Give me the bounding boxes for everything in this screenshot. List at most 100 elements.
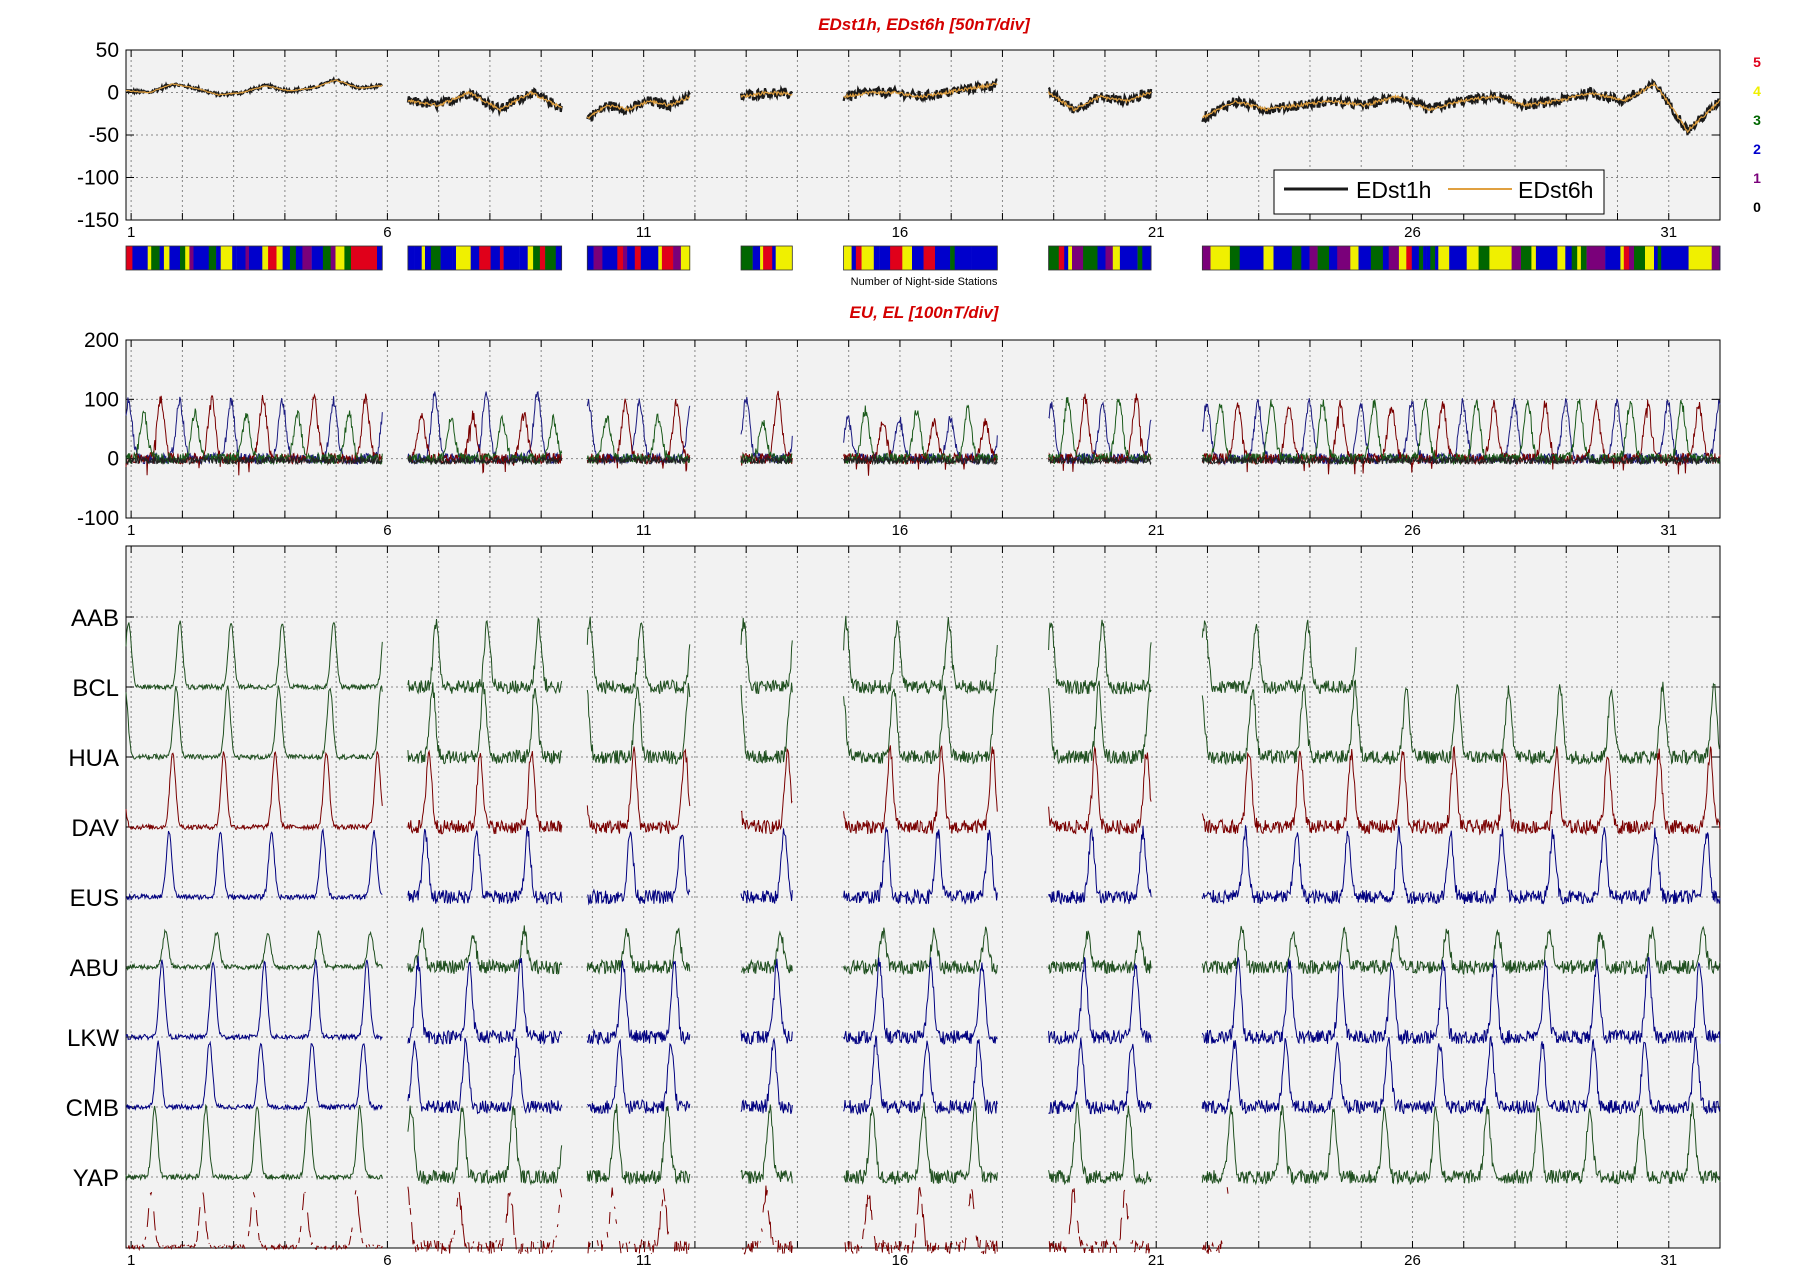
stations-x-tick-label: 31 [1660, 1252, 1677, 1268]
colorbar-cell [407, 246, 415, 270]
legend-box [1273, 169, 1605, 215]
colorbar-cell [1137, 246, 1143, 270]
colorbar-cell [1511, 246, 1522, 270]
colorbar-cell [545, 246, 557, 270]
colorbar-cell [1565, 246, 1572, 270]
stations-x-tick-label: 21 [1148, 1252, 1165, 1268]
station-trace-eus [1201, 925, 1721, 976]
colorbar-cell [607, 246, 618, 270]
colorbar-cell [680, 246, 691, 270]
colorbar-cell [503, 246, 516, 270]
colorbar-cell [1674, 246, 1684, 270]
colorbar-cell [1388, 246, 1400, 270]
colorbar-cell [1645, 246, 1655, 270]
station-label-hua: HUA [68, 745, 119, 772]
colorbar-cell [1101, 246, 1106, 270]
station-trace-bcl [407, 682, 563, 766]
colorbar-cell [189, 246, 194, 270]
count-label-3: 3 [1753, 112, 1761, 128]
colorbar-cell [232, 246, 237, 270]
station-trace-yap [407, 1186, 563, 1255]
edst-y-tick-label: 0 [107, 82, 119, 105]
edst6h-line [1202, 81, 1721, 134]
colorbar-cell [322, 246, 331, 270]
station-label-eus: EUS [70, 885, 119, 912]
colorbar-cell [311, 246, 319, 270]
colorbar-cell [1088, 246, 1098, 270]
colorbar-cell [245, 246, 250, 270]
station-trace-cmb [1201, 1101, 1721, 1186]
colorbar-cell [890, 246, 897, 270]
colorbar-cell [1629, 246, 1635, 270]
colorbar-cell [1661, 246, 1666, 270]
eu-el-series-line [740, 420, 793, 465]
eu-el-x-tick-label: 1 [127, 522, 135, 539]
stations-x-tick-label: 16 [892, 1252, 909, 1268]
station-trace-eus [407, 925, 563, 975]
station-label-abu: ABU [70, 955, 119, 982]
colorbar-cell [220, 246, 233, 270]
eu-el-series-line [843, 404, 998, 466]
colorbar-cell [318, 246, 324, 270]
edst6h-line [586, 95, 691, 120]
colorbar-cell [462, 246, 471, 270]
edst6h-line [407, 90, 563, 113]
colorbar-cell [1613, 246, 1621, 270]
station-trace-dav [125, 827, 383, 902]
colorbar-cell [1337, 246, 1347, 270]
eu-el-x-tick-label: 11 [636, 522, 652, 539]
station-trace-hua [125, 751, 383, 832]
colorbar-cell [1222, 246, 1231, 270]
colorbar-cell [1370, 246, 1384, 270]
station-trace-hua [407, 749, 563, 835]
edst1h-line [1201, 78, 1721, 136]
eu-el-series-line [586, 413, 691, 464]
station-trace-bcl [843, 685, 998, 765]
stations-x-tick-label: 1 [127, 1252, 135, 1268]
colorbar-cell [1711, 246, 1720, 270]
edst-lines [125, 76, 1721, 136]
colorbar-cell [1068, 246, 1073, 270]
station-trace-yap [587, 1187, 690, 1255]
colorbar-cell [1309, 246, 1318, 270]
edst-title: EDst1h, EDst6h [50nT/div] [818, 15, 1031, 34]
colorbar-cell [1291, 246, 1302, 270]
station-trace-lkw [407, 1037, 563, 1115]
colorbar-cell [132, 246, 139, 270]
edst6h-line [843, 82, 998, 99]
colorbar-cell [147, 246, 152, 270]
colorbar-caption: Number of Night-side Stations [851, 276, 998, 288]
colorbar-cell [414, 246, 422, 270]
legend-edst6h-label: EDst6h [1518, 177, 1593, 203]
colorbar-cell [1411, 246, 1420, 270]
colorbar-cell [1258, 246, 1264, 270]
colorbar-cell [1284, 246, 1293, 270]
colorbar-cell [855, 246, 862, 270]
colorbar-cell [126, 246, 133, 270]
station-trace-bcl [586, 682, 691, 765]
colorbar-cell [1620, 246, 1625, 270]
colorbar-cell [1418, 246, 1424, 270]
station-trace-cmb [843, 1099, 998, 1185]
colorbar-cell [896, 246, 903, 270]
colorbar-cell [1119, 246, 1132, 270]
station-labels: AAB BCL HUA DAV EUS ABU LKW CMB YAP [66, 605, 120, 1192]
colorbar-cell [843, 246, 852, 270]
colorbar-cell [783, 246, 793, 270]
colorbar-cell [440, 246, 453, 270]
colorbar-cell [1449, 246, 1456, 270]
colorbar-cell [940, 246, 951, 270]
edst-legend: EDst1h EDst6h [1273, 169, 1605, 215]
count-label-1: 1 [1753, 170, 1761, 186]
colorbar-cell [623, 246, 628, 270]
colorbar-cell [658, 246, 663, 270]
station-trace-aab [1048, 619, 1152, 695]
colorbar-cell [1229, 246, 1240, 270]
eu-el-y-tick-label: 0 [107, 448, 119, 471]
station-trace-hua [586, 746, 691, 834]
edst-y-tick-label: 50 [96, 39, 119, 62]
colorbar-cell [236, 246, 242, 270]
colorbar-cell [1535, 246, 1545, 270]
colorbar-cell [1521, 246, 1532, 270]
night-station-scale: 5 4 3 2 1 0 [1753, 54, 1761, 215]
